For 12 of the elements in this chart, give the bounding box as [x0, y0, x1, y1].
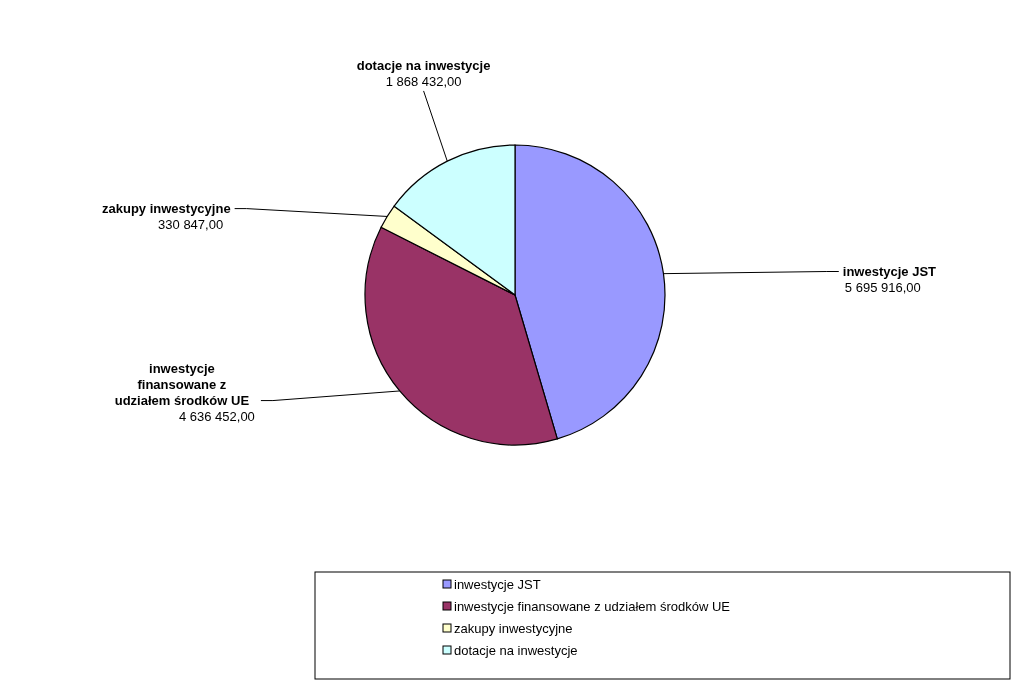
legend-label: inwestycje finansowane z udziałem środków UE	[454, 599, 731, 614]
slice-label: inwestycje finansowane z udziałem środków UE	[114, 360, 250, 408]
data-label: 5 695 916,00	[844, 279, 921, 295]
data-label: 1 868 432,00	[385, 73, 462, 89]
slice-label: inwestycje JST	[842, 263, 937, 279]
slice-label: zakupy inwestycyjne	[102, 200, 231, 216]
legend-label: zakupy inwestycyjne	[454, 621, 573, 636]
legend-label: dotacje na inwestycje	[454, 643, 578, 658]
data-label: 4 636 452,00	[178, 408, 255, 424]
slice-label: dotacje na inwestycje	[356, 57, 491, 73]
legend-label: inwestycje JST	[454, 577, 541, 592]
data-label: 330 847,00	[158, 216, 224, 232]
